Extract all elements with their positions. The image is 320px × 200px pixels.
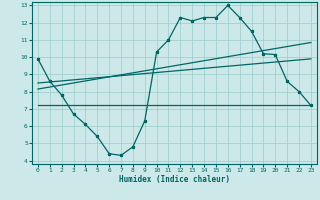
X-axis label: Humidex (Indice chaleur): Humidex (Indice chaleur) <box>119 175 230 184</box>
